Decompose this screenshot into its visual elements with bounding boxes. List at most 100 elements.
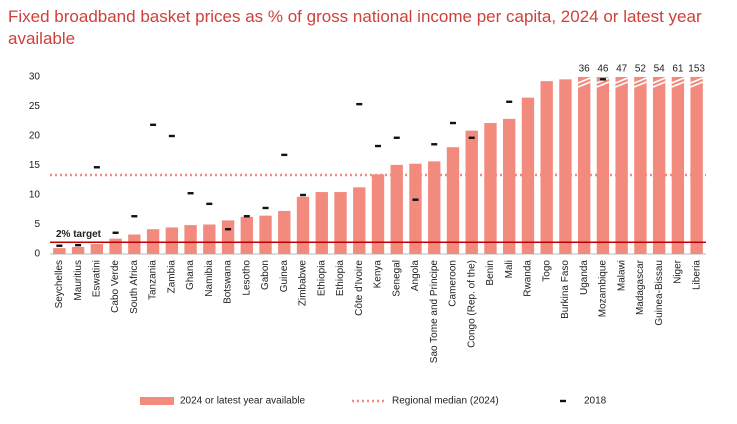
marker-2018 <box>243 215 250 218</box>
marker-2018 <box>599 78 606 81</box>
marker-2018 <box>93 166 100 169</box>
x-tick-label: Namibia <box>204 260 215 297</box>
marker-2018 <box>187 192 194 195</box>
x-tick-label: Guinea-Bissau <box>654 260 665 326</box>
x-tick-label: Togo <box>541 260 552 282</box>
bar <box>503 118 516 254</box>
value-label: 47 <box>616 64 628 75</box>
x-tick-label: Mozambique <box>598 260 609 318</box>
x-tick-label: Mali <box>504 260 515 278</box>
x-tick-label: Rwanda <box>523 260 534 297</box>
clip-hatch <box>577 81 591 88</box>
marker-2018 <box>281 153 288 157</box>
clip-hatch <box>577 77 591 84</box>
target-label: 2% target <box>56 229 102 240</box>
clip-hatch <box>652 81 666 88</box>
value-label: 54 <box>654 64 666 75</box>
x-tick-label: Sao Tome and Principe <box>429 260 440 364</box>
bar <box>577 77 591 254</box>
x-tick-label: Zambia <box>166 260 177 294</box>
x-tick-label: Ethiopia <box>316 260 327 297</box>
x-tick-label: Côte d'Ivoire <box>354 260 365 316</box>
y-tick-label: 30 <box>29 72 41 83</box>
x-tick-label: Congo (Rep. of the) <box>466 260 477 348</box>
bar <box>53 248 66 254</box>
bar <box>540 81 553 254</box>
x-tick-label: Uganda <box>579 260 590 295</box>
marker-2018 <box>375 144 381 148</box>
x-tick-label: Niger <box>673 259 684 284</box>
bar <box>671 77 685 254</box>
marker-2018 <box>393 136 400 139</box>
legend-label: Regional median (2024) <box>392 396 499 407</box>
bar <box>465 130 478 254</box>
value-label: 52 <box>635 64 647 75</box>
value-label: 61 <box>672 64 684 75</box>
bar <box>109 238 122 254</box>
clip-hatch <box>615 81 629 88</box>
bar <box>221 220 235 254</box>
x-tick-label: Guinea <box>279 260 290 293</box>
x-tick-label: Ethiopia <box>335 260 346 297</box>
bar <box>690 77 703 254</box>
clip-hatch <box>596 81 610 88</box>
x-tick-label: Tanzania <box>148 260 159 300</box>
y-tick-label: 5 <box>34 219 40 230</box>
bar <box>259 215 272 254</box>
y-tick-label: 10 <box>29 190 41 201</box>
marker-2018 <box>506 100 513 103</box>
clip-hatch <box>652 77 666 84</box>
legend-swatch <box>140 397 174 405</box>
bar <box>353 187 366 254</box>
x-tick-label: Madagascar <box>635 259 646 315</box>
bar <box>296 196 310 254</box>
bar <box>428 161 441 254</box>
legend-label: 2024 or latest year available <box>180 396 306 407</box>
marker-2018 <box>206 202 213 206</box>
marker-2018 <box>112 231 119 234</box>
value-label: 153 <box>688 64 705 75</box>
chart-title: Fixed broadband basket prices as % of gr… <box>8 7 702 48</box>
marker-2018 <box>131 215 138 218</box>
marker-2018 <box>150 123 157 126</box>
clip-hatch <box>671 77 685 84</box>
bar <box>559 79 572 254</box>
value-label: 46 <box>597 64 609 75</box>
bar <box>184 225 197 254</box>
x-tick-label: Liberia <box>691 260 702 290</box>
bar <box>90 243 104 254</box>
bar <box>596 77 610 254</box>
marker-2018 <box>300 193 307 197</box>
clip-hatch <box>671 81 685 88</box>
bar <box>71 246 85 254</box>
x-tick-label: Burkina Faso <box>560 260 571 319</box>
x-tick-label: Senegal <box>391 260 402 297</box>
bar <box>371 174 385 254</box>
marker-2018 <box>431 143 438 146</box>
clip-hatch <box>633 77 647 84</box>
bar <box>446 147 460 254</box>
marker-2018 <box>168 134 175 138</box>
y-tick-label: 0 <box>34 249 40 260</box>
x-tick-label: Gabon <box>260 260 271 290</box>
marker-2018 <box>468 136 475 139</box>
clip-hatch <box>615 77 629 84</box>
bar <box>128 234 141 254</box>
bar <box>484 123 497 255</box>
x-tick-label: Lesotho <box>241 260 252 296</box>
clip-hatch <box>633 81 647 88</box>
marker-2018 <box>449 121 456 125</box>
bar <box>165 227 179 254</box>
y-tick-label: 20 <box>29 131 41 142</box>
bar <box>278 210 291 254</box>
y-tick-label: 15 <box>29 160 41 171</box>
bar <box>203 224 216 254</box>
x-tick-label: Ghana <box>185 260 196 290</box>
marker-2018 <box>356 102 363 106</box>
x-tick-label: Benin <box>485 260 496 286</box>
clip-hatch <box>690 81 704 88</box>
x-tick-label: Malawi <box>616 260 627 291</box>
bar <box>390 164 403 254</box>
x-tick-label: Botswana <box>223 260 234 304</box>
